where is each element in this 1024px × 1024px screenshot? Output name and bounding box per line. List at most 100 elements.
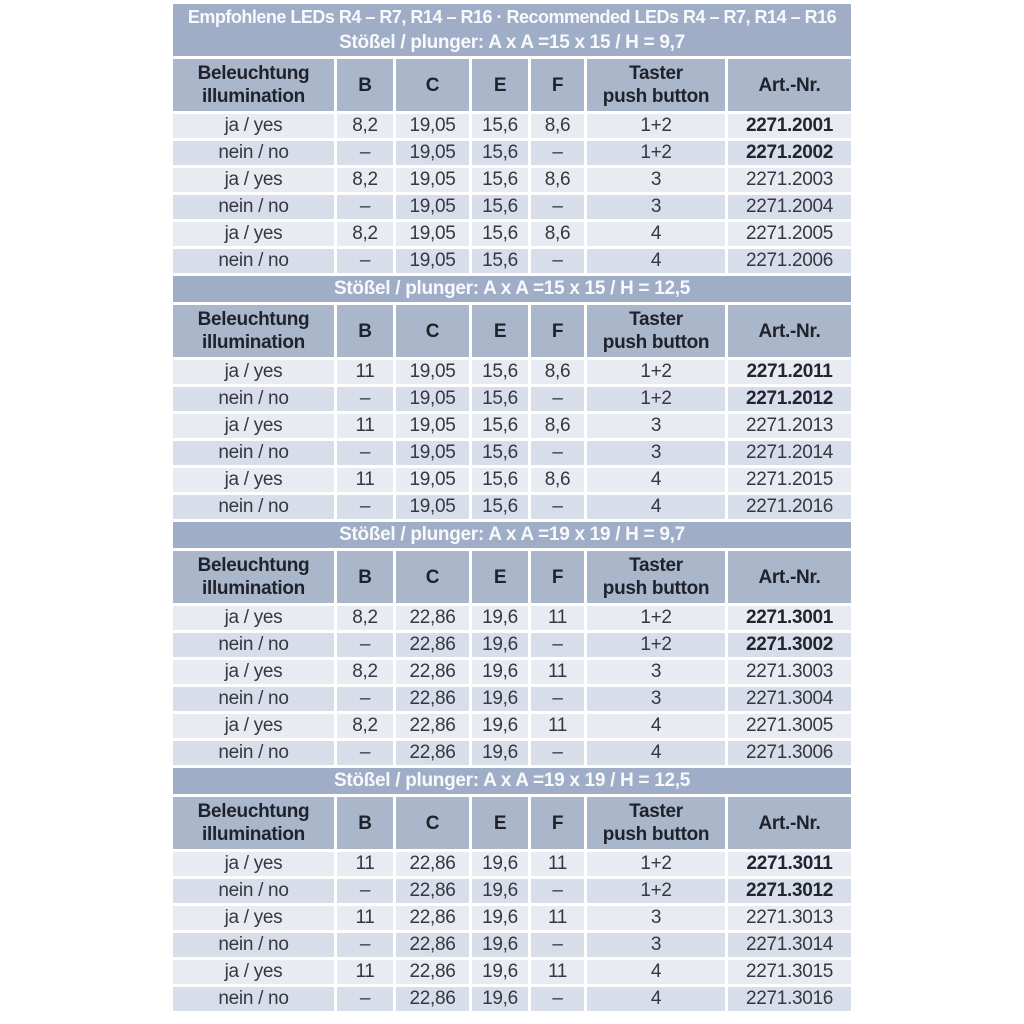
dimension-cell: 11 (337, 414, 393, 438)
dimension-cell: 19,6 (472, 606, 528, 630)
push-button-cell: 3 (587, 687, 725, 711)
column-header-label: B (358, 812, 372, 834)
push-button-cell: 3 (587, 660, 725, 684)
dimension-cell: 15,6 (472, 495, 528, 519)
illumination-cell: nein / no (173, 879, 334, 903)
dimension-cell: 11 (337, 852, 393, 876)
dimension-cell: 15,6 (472, 141, 528, 165)
push-button-cell: 1+2 (587, 879, 725, 903)
column-header-label: C (425, 566, 440, 588)
illumination-cell: ja / yes (173, 222, 334, 246)
section-subtitle: Stößel / plunger: A x A =15 x 15 / H = 9… (339, 32, 685, 53)
illumination-cell: ja / yes (173, 414, 334, 438)
dimension-cell: 22,86 (396, 906, 469, 930)
push-button-cell: 3 (587, 906, 725, 930)
column-header-cell: C (396, 551, 469, 603)
dimension-cell: 19,6 (472, 906, 528, 930)
dimension-cell: 22,86 (396, 960, 469, 984)
art-number-cell: 2271.2013 (728, 414, 851, 438)
dimension-cell: 8,6 (531, 114, 584, 138)
column-header-label: push button (602, 332, 710, 353)
dimension-cell: 22,86 (396, 687, 469, 711)
push-button-cell: 3 (587, 933, 725, 957)
illumination-cell: ja / yes (173, 660, 334, 684)
dimension-cell: – (531, 141, 584, 165)
illumination-cell: ja / yes (173, 468, 334, 492)
table-main-title: Empfohlene LEDs R4 – R7, R14 – R16 · Rec… (187, 7, 837, 27)
column-header-label: C (425, 812, 440, 834)
dimension-cell: 19,05 (396, 168, 469, 192)
dimension-cell: – (337, 933, 393, 957)
dimension-cell: 8,6 (531, 168, 584, 192)
dimension-cell: 19,6 (472, 741, 528, 765)
dimension-cell: 15,6 (472, 195, 528, 219)
column-header-label: illumination (201, 332, 305, 353)
dimension-cell: 22,86 (396, 933, 469, 957)
column-header-label: C (425, 320, 440, 342)
dimension-cell: 19,05 (396, 441, 469, 465)
column-header-label: F (551, 566, 564, 588)
column-header-label: E (493, 812, 507, 834)
art-number-cell: 2271.3003 (728, 660, 851, 684)
illumination-cell: nein / no (173, 741, 334, 765)
column-header-cell: Art.-Nr. (728, 551, 851, 603)
column-header-cell: Art.-Nr. (728, 59, 851, 111)
art-number-cell: 2271.3016 (728, 987, 851, 1011)
dimension-cell: 8,6 (531, 468, 584, 492)
dimension-cell: 11 (337, 468, 393, 492)
dimension-cell: 19,6 (472, 987, 528, 1011)
dimension-cell: 11 (337, 960, 393, 984)
dimension-cell: 22,86 (396, 633, 469, 657)
led-recommendation-table: Empfohlene LEDs R4 – R7, R14 – R16 · Rec… (173, 4, 851, 1011)
column-header-cell: E (472, 59, 528, 111)
illumination-cell: ja / yes (173, 606, 334, 630)
push-button-cell: 1+2 (587, 114, 725, 138)
art-number-cell: 2271.2001 (728, 114, 851, 138)
dimension-cell: 8,2 (337, 168, 393, 192)
dimension-cell: – (531, 879, 584, 903)
dimension-cell: – (531, 387, 584, 411)
dimension-cell: 8,2 (337, 606, 393, 630)
column-header-cell: C (396, 59, 469, 111)
dimension-cell: – (337, 141, 393, 165)
illumination-cell: ja / yes (173, 168, 334, 192)
art-number-cell: 2271.2003 (728, 168, 851, 192)
illumination-cell: nein / no (173, 141, 334, 165)
dimension-cell: 15,6 (472, 387, 528, 411)
column-header-label: illumination (201, 86, 305, 107)
dimension-cell: – (337, 441, 393, 465)
push-button-cell: 3 (587, 414, 725, 438)
dimension-cell: – (337, 741, 393, 765)
dimension-cell: 8,6 (531, 222, 584, 246)
column-header-label: Beleuchtung (197, 309, 310, 330)
illumination-cell: nein / no (173, 387, 334, 411)
column-header-label: F (551, 812, 564, 834)
column-header-cell: B (337, 797, 393, 849)
illumination-cell: nein / no (173, 633, 334, 657)
illumination-cell: ja / yes (173, 852, 334, 876)
column-header-label: E (493, 74, 507, 96)
illumination-cell: nein / no (173, 933, 334, 957)
illumination-cell: nein / no (173, 687, 334, 711)
column-header-cell: F (531, 59, 584, 111)
column-header-cell: C (396, 797, 469, 849)
illumination-cell: ja / yes (173, 360, 334, 384)
dimension-cell: 8,6 (531, 414, 584, 438)
section-body: ja / yes 8,2 22,86 19,6 11 1+2 2271.3001 nein /… (173, 606, 851, 765)
dimension-cell: 8,2 (337, 660, 393, 684)
column-header-cell: F (531, 797, 584, 849)
dimension-cell: 19,6 (472, 960, 528, 984)
column-header-cell: Art.-Nr. (728, 797, 851, 849)
dimension-cell: – (531, 633, 584, 657)
column-header-cell: Taster push button (587, 59, 725, 111)
illumination-cell: nein / no (173, 987, 334, 1011)
column-header-label: Taster (629, 63, 683, 84)
art-number-cell: 2271.3001 (728, 606, 851, 630)
illumination-cell: nein / no (173, 495, 334, 519)
section-title-bar: Stößel / plunger: A x A =15 x 15 / H = 1… (173, 276, 851, 302)
column-header-label: illumination (201, 824, 305, 845)
dimension-cell: 22,86 (396, 852, 469, 876)
dimension-cell: – (337, 387, 393, 411)
column-header-cell: F (531, 551, 584, 603)
dimension-cell: 15,6 (472, 468, 528, 492)
